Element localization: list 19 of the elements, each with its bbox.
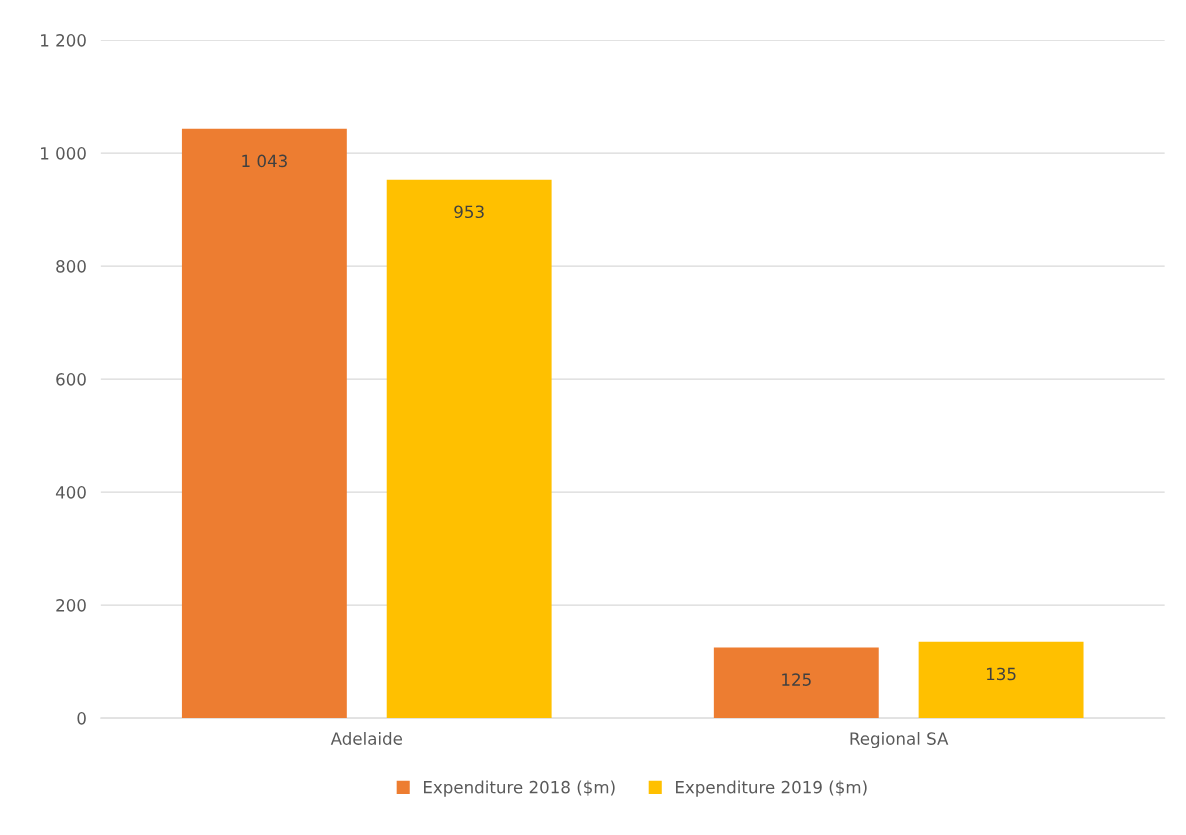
- y-tick-label: 600: [56, 373, 86, 386]
- bar: [386, 179, 552, 719]
- y-tick-label: 400: [55, 486, 86, 499]
- data-label: 125: [782, 673, 811, 686]
- y-tick-label: 800: [56, 260, 86, 273]
- legend-label: Expenditure 2018 ($m): [424, 780, 615, 797]
- data-label: 953: [454, 205, 484, 219]
- bar: [713, 647, 879, 719]
- y-tick-label: 200: [56, 599, 86, 612]
- data-label: 1 043: [242, 154, 287, 168]
- y-tick-label: 1 200: [41, 34, 86, 47]
- y-tick-label: 0: [77, 712, 86, 725]
- bar: [918, 641, 1084, 719]
- bar: [181, 128, 347, 719]
- x-tick-label: Regional SA: [850, 731, 949, 749]
- y-tick-label: 1 000: [41, 147, 86, 160]
- x-tick-label: Adelaide: [330, 731, 403, 745]
- data-label: 135: [987, 667, 1016, 681]
- legend-label: Expenditure 2019 ($m): [676, 780, 867, 797]
